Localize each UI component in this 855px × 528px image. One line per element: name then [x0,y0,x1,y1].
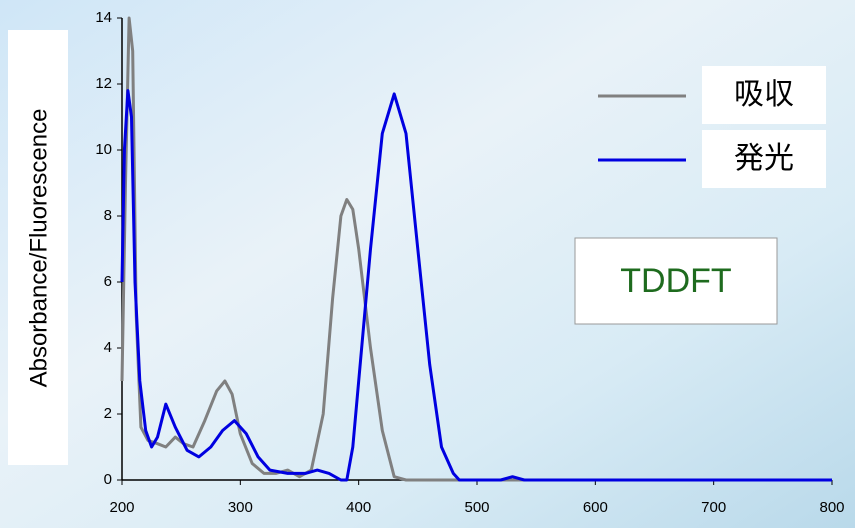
annotation: TDDFT [620,262,731,300]
x-tick-label: 800 [819,499,844,516]
y-tick-label: 8 [104,207,112,224]
legend-label: 発光 [734,142,794,175]
y-tick-label: 2 [104,405,112,422]
y-tick-label: 10 [95,141,112,158]
x-tick-label: 400 [346,499,371,516]
legend-label-box [702,130,826,188]
legend-label: 吸収 [734,78,794,111]
y-tick-label: 14 [95,9,112,26]
y-tick-label: 4 [104,339,112,356]
x-tick-label: 300 [228,499,253,516]
y-label-box [8,30,68,465]
y-tick-label: 0 [104,471,112,488]
x-tick-label: 200 [109,499,134,516]
x-tick-label: 700 [701,499,726,516]
y-tick-label: 6 [104,273,112,290]
y-tick-label: 12 [95,75,112,92]
x-tick-label: 600 [583,499,608,516]
x-tick-label: 500 [464,499,489,516]
y-axis-label: Absorbance/Fluorescence [25,109,52,388]
annotation-box [574,237,778,325]
series-line [120,89,832,482]
legend-label-box [702,66,826,124]
